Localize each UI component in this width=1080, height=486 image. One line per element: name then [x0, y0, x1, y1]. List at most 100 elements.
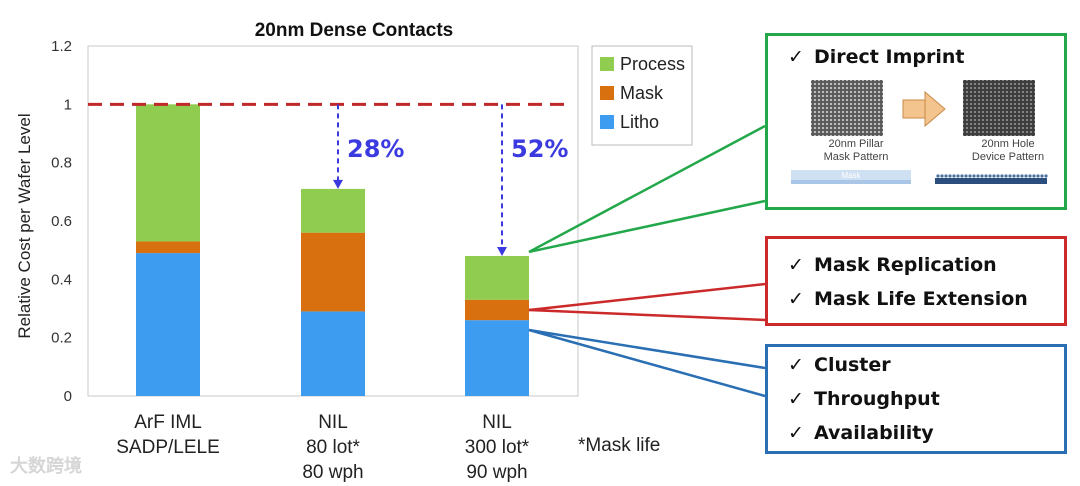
device-dot	[1028, 174, 1032, 178]
x-tick-label: SADP/LELE	[116, 437, 220, 458]
mask-annotation-box	[765, 236, 1067, 326]
mask-annotation-item: ✓ Mask Replication	[788, 254, 997, 276]
mask-bar-image	[791, 170, 911, 180]
footnote: *Mask life	[578, 435, 660, 456]
check-icon: ✓	[788, 288, 804, 310]
y-tick-label: 0.4	[51, 271, 72, 288]
check-icon: ✓	[788, 354, 804, 376]
x-tick-label: 90 wph	[466, 462, 527, 483]
arrow-head-icon	[333, 179, 343, 189]
imprint-connector	[528, 124, 766, 254]
y-tick-label: 0.8	[51, 155, 72, 172]
arrow-head-icon	[497, 247, 507, 256]
litho-annotation-box	[765, 344, 1067, 454]
legend-label: Process	[620, 54, 685, 74]
bar-segment-mask	[301, 232, 365, 312]
direct-imprint-item: ✓ Direct Imprint	[788, 46, 964, 68]
legend-swatch	[600, 115, 614, 129]
check-icon: ✓	[788, 422, 804, 444]
bar-segment-process	[136, 104, 200, 242]
device-dot	[1004, 174, 1008, 178]
device-dot	[1000, 174, 1004, 178]
litho-connector	[528, 328, 766, 370]
y-tick-label: 0.2	[51, 330, 72, 347]
legend-label: Litho	[620, 112, 659, 132]
mask-annotation-label: Mask Replication	[814, 254, 997, 276]
litho-annotation-item: ✓ Throughput	[788, 388, 940, 410]
pillar-caption-line-1: 20nm Pillar	[828, 138, 884, 150]
device-dot	[940, 174, 944, 178]
reduction-label: 28%	[347, 135, 404, 163]
device-dot	[960, 174, 964, 178]
hole-caption-line-2: Device Pattern	[971, 151, 1045, 163]
device-dot	[968, 174, 972, 178]
device-dot	[1040, 174, 1044, 178]
chart-title: 20nm Dense Contacts	[255, 20, 454, 41]
device-dot	[992, 174, 996, 178]
device-dot	[996, 174, 1000, 178]
mask-connector	[528, 308, 766, 322]
litho-annotation-item: ✓ Availability	[788, 422, 934, 444]
x-tick-label: NIL	[482, 412, 512, 433]
y-tick-label: 1	[64, 96, 72, 113]
imprint-connector	[528, 199, 766, 254]
hole-caption-line-1: 20nm Hole	[981, 138, 1035, 150]
device-dot	[948, 174, 952, 178]
check-icon: ✓	[788, 46, 804, 68]
hole-caption: 20nm Hole Device Pattern	[958, 138, 1058, 164]
litho-annotation-label: Cluster	[814, 354, 891, 376]
chart-axes: 0 0.2 0.4 0.6 0.8 1 1.2 ArF IML SADP/LELE NIL 80 l…	[51, 38, 579, 483]
x-tick-label: 80 lot*	[306, 437, 360, 458]
x-tick-label: 300 lot*	[465, 437, 530, 458]
arrow-right-icon	[902, 90, 946, 128]
y-tick-label: 0	[64, 388, 72, 405]
mask-annotation-label: Mask Life Extension	[814, 288, 1028, 310]
litho-annotation-label: Availability	[814, 422, 934, 444]
connector-lines	[528, 124, 766, 398]
pillar-pattern-image	[811, 80, 883, 136]
bar-segment-mask	[136, 241, 200, 254]
device-dot	[1020, 174, 1024, 178]
device-dot	[980, 174, 984, 178]
device-dot	[984, 174, 988, 178]
device-dot	[988, 174, 992, 178]
chart-overlays: 28% 52%	[88, 102, 568, 256]
device-dot	[1016, 174, 1020, 178]
litho-connector	[528, 328, 766, 398]
legend-swatch	[600, 86, 614, 100]
litho-annotation-item: ✓ Cluster	[788, 354, 891, 376]
chart-bars	[136, 104, 529, 396]
hole-pattern-image	[963, 80, 1035, 136]
device-dot	[936, 174, 940, 178]
litho-annotation-label: Throughput	[814, 388, 940, 410]
device-dot	[964, 174, 968, 178]
device-dot	[956, 174, 960, 178]
y-axis-label: Relative Cost per Wafer Level	[15, 113, 34, 338]
bar-segment-mask	[465, 299, 529, 321]
legend-label: Mask	[620, 83, 664, 103]
device-bar-image	[935, 178, 1047, 184]
device-dot	[1008, 174, 1012, 178]
device-dot	[1036, 174, 1040, 178]
device-dot	[972, 174, 976, 178]
bar-segment-litho	[465, 320, 529, 396]
x-tick-label: ArF IML	[134, 412, 202, 433]
mask-bar-label: Mask	[841, 171, 861, 180]
direct-imprint-label: Direct Imprint	[814, 46, 965, 68]
device-dot	[976, 174, 980, 178]
device-dot	[944, 174, 948, 178]
check-icon: ✓	[788, 388, 804, 410]
device-dot	[1032, 174, 1036, 178]
bar-segment-litho	[136, 253, 200, 396]
bar-segment-litho	[301, 311, 365, 396]
mask-connector	[528, 282, 766, 312]
imprint-illustration: Mask	[791, 80, 1048, 184]
legend: Process Mask Litho	[591, 45, 693, 146]
legend-swatch	[600, 57, 614, 71]
device-dot	[1044, 174, 1048, 178]
watermark: 大数跨境	[10, 456, 82, 477]
x-tick-label: NIL	[318, 412, 348, 433]
bar-segment-process	[301, 188, 365, 233]
y-tick-label: 0.6	[51, 213, 72, 230]
pillar-caption-line-2: Mask Pattern	[823, 151, 889, 163]
